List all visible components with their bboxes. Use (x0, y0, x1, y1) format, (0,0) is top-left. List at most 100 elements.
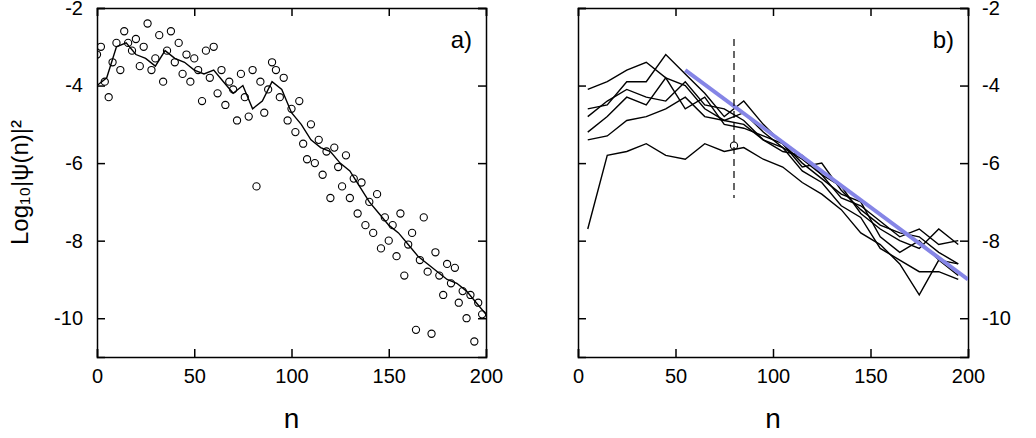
point (226, 78, 233, 85)
point (175, 39, 182, 46)
tick: 50 (184, 349, 206, 387)
point (335, 163, 342, 170)
line (588, 78, 959, 276)
point (451, 264, 458, 271)
point (319, 171, 326, 178)
tick-mark (194, 8, 196, 16)
point (148, 66, 155, 73)
tick-label: 100 (275, 365, 308, 387)
point (198, 97, 205, 104)
tick (676, 8, 677, 16)
point (187, 78, 194, 85)
tick: 150 (854, 349, 887, 387)
point (292, 128, 299, 135)
axis (578, 9, 586, 358)
tick-label: 0 (92, 365, 103, 387)
point (105, 94, 112, 101)
point (455, 299, 462, 306)
tick: 100 (757, 349, 790, 387)
tick: -4 (65, 74, 105, 96)
point (214, 90, 221, 97)
tick-label: 200 (470, 365, 503, 387)
tick (478, 8, 486, 9)
tick-mark (870, 349, 872, 357)
point (397, 210, 404, 217)
point (121, 28, 128, 35)
tick: -10 (960, 307, 1011, 329)
point (362, 222, 369, 229)
point (132, 35, 139, 42)
point (408, 229, 415, 236)
point (160, 78, 167, 85)
axis: 0 50 100 150 200 (92, 349, 503, 387)
x-axis-title: n (765, 403, 781, 434)
tick: -6 (65, 152, 105, 174)
line (588, 97, 959, 279)
tick: -2 (65, 0, 105, 19)
tick-mark (478, 8, 486, 10)
tick-mark (478, 240, 486, 242)
y-axis-title: Log₁₀|ψ(n)|² (6, 120, 33, 245)
tick-mark (97, 318, 105, 320)
axis-line (579, 349, 969, 358)
tick-label: -10 (982, 307, 1011, 329)
point (377, 245, 384, 252)
tick-mark (578, 8, 586, 10)
point (307, 121, 314, 128)
tick (478, 86, 486, 87)
tick (773, 8, 774, 16)
point (140, 43, 147, 50)
point (471, 338, 478, 345)
line (588, 144, 959, 295)
axis: -2-4-6-8-10 (960, 0, 1011, 358)
tick-label: 100 (757, 365, 790, 387)
tick-label: 150 (373, 365, 406, 387)
tick-mark (478, 163, 486, 165)
tick (389, 8, 390, 16)
tick-mark (194, 349, 196, 357)
tick-mark (578, 85, 586, 87)
tick-mark (578, 240, 586, 242)
point (296, 97, 303, 104)
tick-mark (389, 349, 391, 357)
plot-area (588, 39, 968, 295)
point (233, 117, 240, 124)
tick-label: -8 (65, 230, 83, 252)
panel-label: a) (451, 26, 472, 53)
figure: 0 50 100 150 200 -2 -4 -6 -8 -10 a) n Log₁₀|ψ(n)|² 0 5… (0, 0, 1036, 438)
point (183, 51, 190, 58)
tick-mark (773, 8, 775, 16)
point (463, 315, 470, 322)
point (222, 101, 229, 108)
point (206, 74, 213, 81)
point (253, 183, 260, 190)
point (385, 237, 392, 244)
point (202, 47, 209, 54)
line (733, 39, 734, 198)
panel: 050100150200-2-4-6-8-10b)n (573, 0, 1011, 434)
point (191, 55, 198, 62)
tick (578, 163, 586, 164)
point (370, 229, 377, 236)
tick-mark (960, 318, 968, 320)
tick (578, 86, 586, 87)
x-axis-title: n (284, 403, 300, 434)
tick-label: 200 (952, 365, 985, 387)
tick-label: 150 (854, 365, 887, 387)
line (588, 62, 959, 244)
tick-mark (960, 8, 968, 10)
tick: -2 (960, 0, 1000, 19)
axis-line (960, 9, 969, 358)
tick (478, 163, 486, 164)
point (315, 136, 322, 143)
tick: 100 (275, 349, 308, 387)
tick-label: -6 (65, 152, 83, 174)
point (428, 330, 435, 337)
axis: -2-4-6-8-10 (54, 0, 105, 358)
tick: -4 (960, 74, 1000, 96)
point (303, 156, 310, 163)
point (280, 74, 287, 81)
tick: -6 (960, 152, 1000, 174)
tick-label: -6 (982, 152, 1000, 174)
axis-line (579, 9, 587, 358)
